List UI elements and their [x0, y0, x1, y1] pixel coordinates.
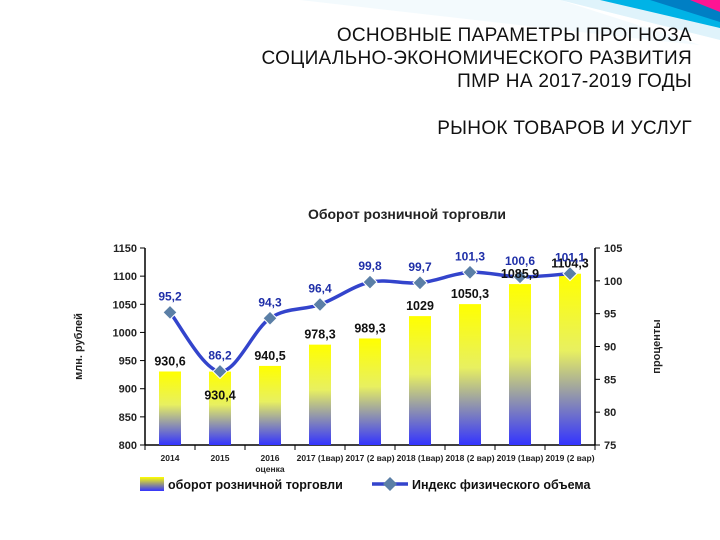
legend-swatch-bar — [140, 477, 164, 491]
bar — [409, 316, 431, 445]
x-tick-label: 2017 (2 вар) — [345, 453, 394, 463]
index-value-label: 99,8 — [358, 259, 382, 273]
bar-value-label: 989,3 — [354, 321, 385, 335]
slide-subtitle: РЫНОК ТОВАРОВ И УСЛУГ — [437, 118, 692, 139]
x-tick-label: 2019 (2 вар) — [545, 453, 594, 463]
x-tick-sublabel: оценка — [255, 464, 285, 474]
bar-value-label: 940,5 — [254, 349, 285, 363]
y-tick-label-left: 950 — [119, 356, 137, 368]
legend-swatch-marker — [383, 477, 397, 491]
index-value-label: 99,7 — [408, 260, 432, 274]
bar-value-label: 930,4 — [204, 389, 235, 403]
slide-title-line-3: ПМР НА 2017-2019 ГОДЫ — [457, 71, 692, 92]
bar — [509, 284, 531, 445]
retail-turnover-chart: Оборот розничной торговли 800 850 900 950 10… — [73, 206, 663, 492]
bar — [259, 365, 281, 445]
y-tick-label-left: 900 — [119, 384, 137, 396]
y-axis-title-left: млн. рублей — [73, 313, 85, 380]
y-tick-label-left: 800 — [119, 440, 137, 452]
y-tick-label-right: 100 — [604, 276, 622, 288]
y-tick-label-left: 850 — [119, 412, 137, 424]
index-value-label: 100,6 — [505, 254, 535, 268]
y-tick-label-left: 1150 — [113, 243, 137, 255]
y-tick-label-left: 1000 — [113, 327, 137, 339]
index-marker — [262, 310, 278, 326]
index-value-label: 96,4 — [308, 281, 332, 295]
y-tick-label-right: 105 — [604, 243, 622, 255]
x-tick-label: 2014 — [161, 453, 180, 463]
x-tick-label: 2018 (1вар) — [397, 453, 444, 463]
x-tick-label: 2018 (2 вар) — [445, 453, 494, 463]
bar-value-label: 1085,9 — [501, 267, 539, 281]
slide-title: ОСНОВНЫЕ ПАРАМЕТРЫ ПРОГНОЗА СОЦИАЛЬНО-ЭК… — [172, 24, 692, 93]
legend-label-line: Индекс физического объема — [412, 478, 592, 492]
bar — [459, 304, 481, 445]
x-tick-label: 2015 — [211, 453, 230, 463]
y-axis-title-right: проценты — [651, 319, 663, 373]
corner-decoration — [300, 0, 720, 45]
bar — [559, 273, 581, 445]
index-value-label: 95,2 — [158, 289, 182, 303]
index-value-label: 101,3 — [455, 249, 485, 263]
x-tick-label: 2016 — [261, 453, 280, 463]
legend-label-bar: оборот розничной торговли — [168, 478, 343, 492]
index-value-label: 86,2 — [208, 348, 232, 362]
bar-value-label: 1050,3 — [451, 287, 489, 301]
bar — [359, 338, 381, 445]
y-tick-label-right: 75 — [604, 440, 616, 452]
y-tick-label-right: 80 — [604, 407, 616, 419]
index-value-label: 94,3 — [258, 295, 282, 309]
bar-value-label: 1029 — [406, 299, 434, 313]
index-marker — [412, 275, 428, 291]
bar-value-label: 930,6 — [154, 354, 185, 368]
bar-value-label: 978,3 — [304, 328, 335, 342]
slide-title-line-2: СОЦИАЛЬНО-ЭКОНОМИЧЕСКОГО РАЗВИТИЯ — [261, 48, 692, 69]
index-marker — [562, 265, 578, 282]
index-marker — [162, 304, 178, 321]
chart-title: Оборот розничной торговли — [308, 206, 506, 222]
index-marker — [312, 296, 328, 313]
index-marker — [512, 269, 528, 285]
bar-value-label: 1104,3 — [551, 257, 589, 271]
y-tick-label-left: 1100 — [113, 271, 137, 283]
index-marker — [212, 363, 228, 380]
bar — [159, 371, 181, 445]
y-tick-label-left: 1050 — [113, 299, 137, 311]
y-tick-label-right: 95 — [604, 309, 616, 321]
index-marker — [362, 274, 378, 290]
x-tick-label: 2017 (1вар) — [297, 453, 344, 463]
index-value-label: 101,1 — [555, 251, 585, 265]
y-tick-label-right: 85 — [604, 374, 616, 386]
slide-title-line-1: ОСНОВНЫЕ ПАРАМЕТРЫ ПРОГНОЗА — [336, 25, 692, 46]
index-marker — [462, 264, 478, 281]
y-tick-label-right: 90 — [604, 342, 616, 354]
bar — [309, 344, 331, 445]
x-tick-label: 2019 (1вар) — [497, 453, 544, 463]
bar — [209, 371, 231, 445]
